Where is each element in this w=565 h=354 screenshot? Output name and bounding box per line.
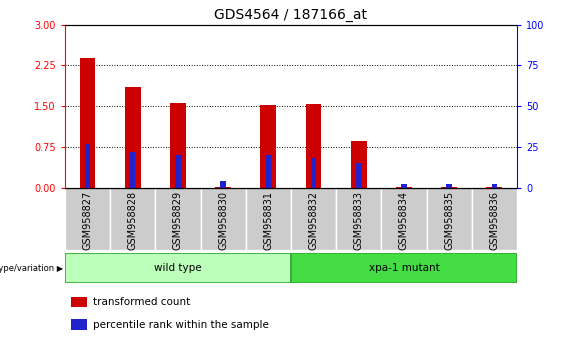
Bar [446, 184, 452, 188]
Text: GSM958828: GSM958828 [128, 191, 138, 250]
Bar [336, 188, 381, 250]
Bar [441, 187, 457, 188]
Bar [486, 187, 502, 188]
Bar [130, 152, 136, 188]
Bar [80, 58, 95, 188]
Bar [472, 188, 517, 250]
Bar [306, 104, 321, 188]
Text: GSM958827: GSM958827 [82, 191, 93, 250]
Bar [65, 253, 291, 283]
Bar [396, 187, 412, 188]
Title: GDS4564 / 187166_at: GDS4564 / 187166_at [215, 8, 367, 22]
Bar [381, 188, 427, 250]
Bar [260, 104, 276, 188]
Bar [220, 181, 226, 188]
Bar [110, 188, 155, 250]
Text: wild type: wild type [154, 263, 202, 273]
Bar [356, 163, 362, 188]
Bar [311, 158, 316, 188]
Bar [266, 155, 271, 188]
Bar [170, 103, 186, 188]
Bar [71, 319, 87, 330]
Bar [427, 188, 472, 250]
Bar [291, 188, 336, 250]
Text: transformed count: transformed count [93, 297, 191, 307]
Text: GSM958834: GSM958834 [399, 191, 409, 250]
Text: GSM958836: GSM958836 [489, 191, 499, 250]
Text: xpa-1 mutant: xpa-1 mutant [368, 263, 440, 273]
Text: GSM958830: GSM958830 [218, 191, 228, 250]
Bar [215, 187, 231, 188]
Bar [201, 188, 246, 250]
Bar [291, 253, 517, 283]
Text: genotype/variation ▶: genotype/variation ▶ [0, 264, 63, 273]
Bar [401, 184, 407, 188]
Bar [246, 188, 291, 250]
Text: GSM958835: GSM958835 [444, 191, 454, 250]
Bar [492, 184, 497, 188]
Text: GSM958829: GSM958829 [173, 191, 183, 250]
Bar [85, 144, 90, 188]
Text: GSM958833: GSM958833 [354, 191, 364, 250]
Bar [125, 87, 141, 188]
Text: GSM958831: GSM958831 [263, 191, 273, 250]
Bar [65, 188, 110, 250]
Bar [351, 142, 367, 188]
Bar [155, 188, 201, 250]
Text: percentile rank within the sample: percentile rank within the sample [93, 320, 270, 330]
Bar [71, 297, 87, 307]
Text: GSM958832: GSM958832 [308, 191, 319, 250]
Bar [175, 155, 181, 188]
